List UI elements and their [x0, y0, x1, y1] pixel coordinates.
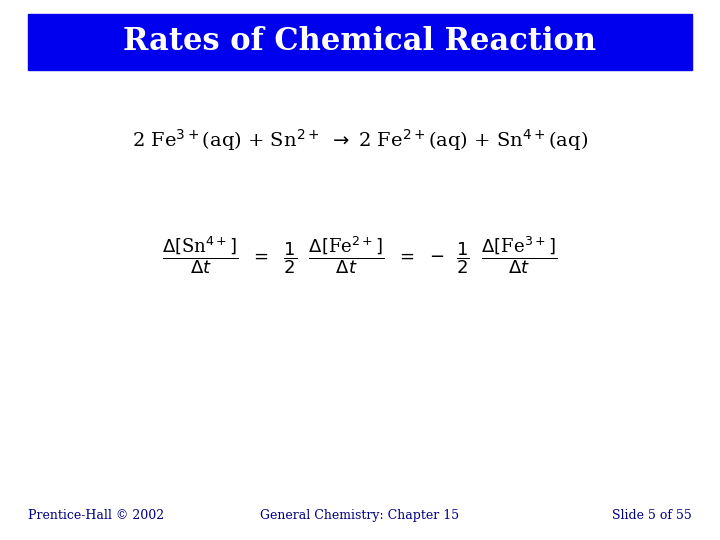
Text: Prentice-Hall © 2002: Prentice-Hall © 2002: [28, 509, 164, 522]
Text: 2 Fe$^{3+}$(aq) + Sn$^{2+}$ $\rightarrow$ 2 Fe$^{2+}$(aq) + Sn$^{4+}$(aq): 2 Fe$^{3+}$(aq) + Sn$^{2+}$ $\rightarrow…: [132, 127, 588, 153]
Text: Rates of Chemical Reaction: Rates of Chemical Reaction: [123, 26, 597, 57]
FancyBboxPatch shape: [28, 14, 692, 70]
Text: Slide 5 of 55: Slide 5 of 55: [612, 509, 692, 522]
Text: $\dfrac{\Delta[\mathregular{Sn}^{4+}]}{\Delta t}$  $=$  $\dfrac{1}{2}$  $\dfrac{: $\dfrac{\Delta[\mathregular{Sn}^{4+}]}{\…: [163, 234, 557, 276]
Text: General Chemistry: Chapter 15: General Chemistry: Chapter 15: [261, 509, 459, 522]
